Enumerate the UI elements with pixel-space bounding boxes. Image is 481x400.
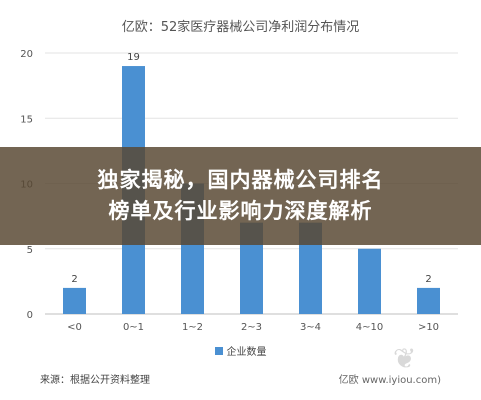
x-tick-label: >10	[418, 322, 439, 333]
chart-title: 亿欧：52家医疗器械公司净利润分布情况	[121, 20, 360, 35]
bar	[240, 222, 263, 314]
x-tick-label: 2~3	[241, 322, 262, 333]
bar	[299, 222, 322, 314]
legend: 企业数量	[0, 343, 481, 358]
data-label: 2	[71, 274, 77, 285]
y-tick-label: 5	[27, 245, 33, 256]
y-tick-label: 15	[20, 114, 33, 125]
source-note: 来源：根据公开资料整理	[40, 375, 150, 386]
bar	[63, 287, 86, 314]
headline-banner: 独家揭秘，国内器械公司排名 榜单及行业影响力深度解析	[0, 147, 481, 245]
x-tick-label: 3~4	[300, 322, 321, 333]
x-tick-label: 1~2	[182, 322, 203, 333]
legend-swatch	[214, 347, 223, 355]
x-tick-label: 0~1	[123, 322, 144, 333]
credit-note: 亿欧 www.iyiou.com)	[338, 375, 441, 386]
x-tick-label: <0	[67, 322, 82, 333]
iyiou-logo-icon: ❦	[393, 342, 417, 375]
headline-line-1: 独家揭秘，国内器械公司排名	[97, 168, 384, 192]
data-label: 19	[127, 52, 140, 63]
headline-line-2: 榜单及行业影响力深度解析	[108, 199, 373, 223]
bar	[358, 248, 381, 314]
bar	[417, 287, 440, 314]
y-tick-label: 20	[20, 49, 33, 60]
y-tick-label: 0	[27, 310, 33, 321]
legend-label: 企业数量	[226, 347, 267, 358]
x-tick-label: 4~10	[356, 322, 383, 333]
data-label: 2	[425, 274, 431, 285]
